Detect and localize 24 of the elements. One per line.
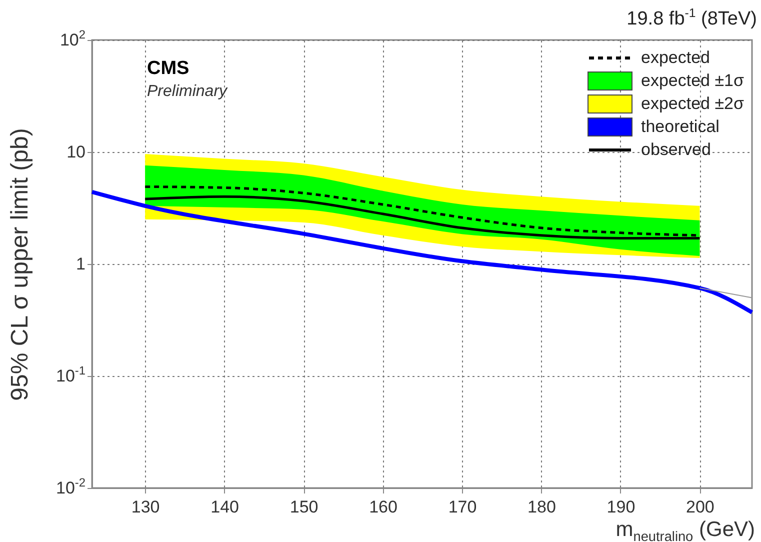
x-axis-title: m$_{neutralino}$ (GeV) — [616, 518, 755, 542]
x-tick-label: 150 — [290, 498, 318, 516]
x-tick-label: 190 — [606, 498, 636, 516]
x-tick-label: 140 — [210, 498, 240, 516]
text: 19.8 fb$^{-1}$ (8TeV) — [626, 6, 757, 30]
line-series — [90, 190, 754, 314]
y-axis-title: 95% CL σ upper limit (pb) — [6, 128, 34, 401]
y-tick-label: 10$^{2}$ — [60, 28, 86, 50]
legend-label: observed — [641, 140, 711, 160]
y-tick-label: 10$^{-2}$ — [56, 476, 86, 498]
y-tick-label: 10 — [66, 142, 86, 162]
legend-label: expected — [641, 48, 710, 68]
x-tick-label: 130 — [131, 498, 160, 516]
legend-label: expected ±1σ — [641, 70, 744, 90]
y-tick-label: 10$^{-1}$ — [56, 364, 86, 386]
annotation: Preliminary — [147, 83, 228, 101]
legend-label: theoretical — [641, 116, 720, 136]
annotation: CMS — [147, 58, 190, 80]
y-tick-label: 1 — [76, 254, 86, 274]
x-tick-label: 180 — [528, 498, 556, 516]
x-tick-label: 170 — [448, 498, 477, 516]
x-tick-label: 200 — [686, 498, 714, 516]
x-tick-label: 160 — [369, 498, 398, 516]
legend-label: expected ±2σ — [641, 94, 744, 114]
